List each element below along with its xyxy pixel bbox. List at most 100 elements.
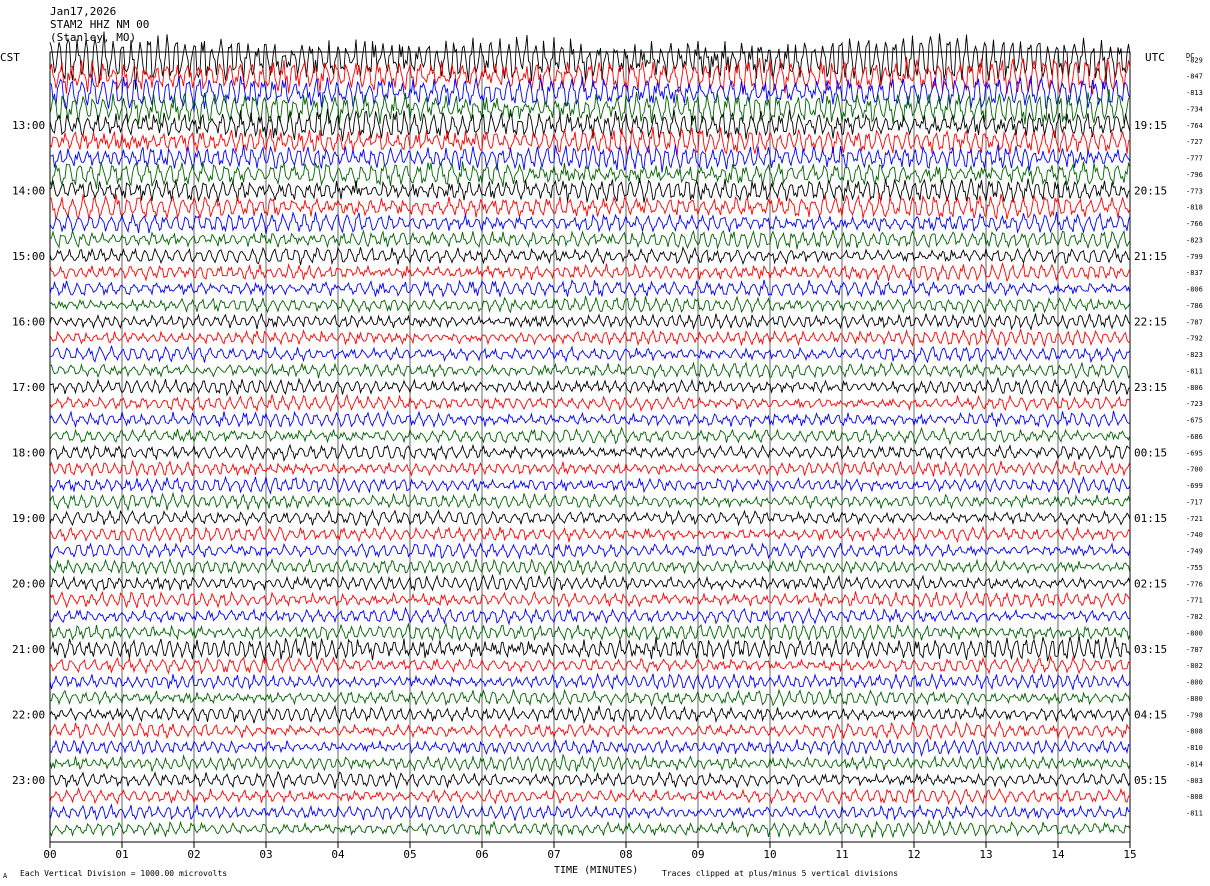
clip-note: Traces clipped at plus/minus 5 vertical … xyxy=(662,869,898,878)
x-tick-label: 05 xyxy=(403,848,416,861)
dc-offset-label: -787 xyxy=(1186,646,1203,654)
dc-offset-label: -796 xyxy=(1186,171,1203,179)
trace-line xyxy=(49,672,1131,691)
dc-offset-label: -686 xyxy=(1186,433,1203,441)
dc-offset-label: -800 xyxy=(1186,679,1203,687)
trace-line xyxy=(49,459,1131,478)
x-tick-label: 03 xyxy=(259,848,272,861)
trace-line xyxy=(49,127,1131,157)
x-tick-label: 01 xyxy=(115,848,128,861)
trace-line xyxy=(49,542,1131,560)
x-tick-label: 06 xyxy=(475,848,488,861)
x-tick-label: 04 xyxy=(331,848,345,861)
scale-note: Each Vertical Division = 1000.00 microvo… xyxy=(20,869,227,878)
utc-hour-label: 01:15 xyxy=(1134,512,1167,525)
dc-offset-label: -777 xyxy=(1186,155,1203,163)
dc-offset-label: -699 xyxy=(1186,482,1203,490)
trace-line xyxy=(49,393,1131,413)
dc-offset-label: -766 xyxy=(1186,220,1203,228)
dc-offset-label: -776 xyxy=(1186,580,1203,588)
trace-line xyxy=(49,655,1131,675)
trace-line xyxy=(49,278,1131,298)
utc-hour-label: 21:15 xyxy=(1134,250,1167,263)
dc-offset-label: -755 xyxy=(1186,564,1203,572)
trace-line xyxy=(49,443,1131,463)
utc-hour-label: 20:15 xyxy=(1134,184,1167,197)
dc-offset-label: -806 xyxy=(1186,384,1203,392)
trace-line xyxy=(49,606,1131,626)
dc-offset-label: -675 xyxy=(1186,417,1203,425)
dc-offset-label: -799 xyxy=(1186,253,1203,261)
trace-line xyxy=(49,738,1131,758)
trace-line xyxy=(49,245,1131,266)
utc-hour-label: 23:15 xyxy=(1134,381,1167,394)
trace-line xyxy=(49,211,1131,235)
trace-line xyxy=(49,312,1131,331)
x-tick-label: 00 xyxy=(43,848,56,861)
x-tick-label: 13 xyxy=(979,848,992,861)
trace-line xyxy=(49,509,1131,527)
cst-hour-label: 15:00 xyxy=(12,250,45,263)
cst-hour-label: 16:00 xyxy=(12,315,45,328)
dc-offset-label: -813 xyxy=(1186,89,1203,97)
dc-offset-label: -721 xyxy=(1186,515,1203,523)
dc-offset-label: -823 xyxy=(1186,351,1203,359)
trace-line xyxy=(49,178,1131,203)
dc-offset-label: -814 xyxy=(1186,760,1203,768)
cst-hour-label: 20:00 xyxy=(12,577,45,590)
utc-hour-label: 03:15 xyxy=(1134,643,1167,656)
station-code: STAM2 HHZ NM 00 xyxy=(50,18,150,31)
dc-offset-label: -764 xyxy=(1186,122,1203,130)
dc-offset-label: -786 xyxy=(1186,302,1203,310)
helicorder-header: Jan17,2026 STAM2 HHZ NM 00 (Stanley, MO) xyxy=(50,5,149,44)
trace-line xyxy=(49,161,1131,189)
dc-offset-label: -787 xyxy=(1186,318,1203,326)
cst-hour-label: 14:00 xyxy=(12,184,45,197)
dc-offset-label: -798 xyxy=(1186,711,1203,719)
record-date: Jan17,2026 xyxy=(50,5,117,18)
trace-line xyxy=(49,475,1131,495)
trace-line xyxy=(49,573,1131,593)
trace-line xyxy=(49,635,1131,662)
trace-line xyxy=(49,786,1131,806)
trace-line xyxy=(49,57,1131,95)
dc-offset-label: -810 xyxy=(1186,744,1203,752)
trace-line xyxy=(49,621,1131,642)
trace-line xyxy=(49,704,1131,725)
cst-hour-label: 23:00 xyxy=(12,774,45,787)
left-timezone-label: CST xyxy=(0,51,20,64)
dc-offset-label: -782 xyxy=(1186,613,1203,621)
trace-line xyxy=(49,410,1131,429)
trace-line xyxy=(49,229,1131,250)
dc-offset-label: -818 xyxy=(1186,204,1203,212)
dc-offset-label: -808 xyxy=(1186,728,1203,736)
trace-line xyxy=(49,590,1131,609)
x-tick-label: 12 xyxy=(907,848,920,861)
utc-hour-label: 00:15 xyxy=(1134,446,1167,459)
trace-line xyxy=(49,426,1131,446)
right-timezone-label: UTC xyxy=(1145,51,1165,64)
trace-line xyxy=(49,144,1131,173)
cst-hour-label: 22:00 xyxy=(12,708,45,721)
dc-offset-label: -749 xyxy=(1186,548,1203,556)
seismic-traces xyxy=(49,31,1131,839)
trace-line xyxy=(49,688,1131,708)
dc-offset-label: -695 xyxy=(1186,449,1203,457)
dc-offset-label: -800 xyxy=(1186,629,1203,637)
dc-offset-label: -734 xyxy=(1186,105,1203,113)
station-location: (Stanley, MO) xyxy=(50,31,137,44)
trace-line xyxy=(49,525,1131,544)
cst-hour-label: 17:00 xyxy=(12,381,45,394)
trace-line xyxy=(49,31,1131,90)
utc-hour-label: 04:15 xyxy=(1134,708,1167,721)
dc-offset-label: -802 xyxy=(1186,662,1203,670)
x-tick-label: 02 xyxy=(187,848,200,861)
axis-labels: 00 01 02 03 04 05 06 07 08 09 10 11 12 13 14 15 -829 -847… xyxy=(12,56,1203,861)
dc-offset-label: -723 xyxy=(1186,400,1203,408)
trace-line xyxy=(49,193,1131,221)
dc-offset-label: -808 xyxy=(1186,793,1203,801)
trace-line xyxy=(49,491,1131,512)
trace-line xyxy=(49,819,1131,839)
dc-offset-label: -740 xyxy=(1186,531,1203,539)
